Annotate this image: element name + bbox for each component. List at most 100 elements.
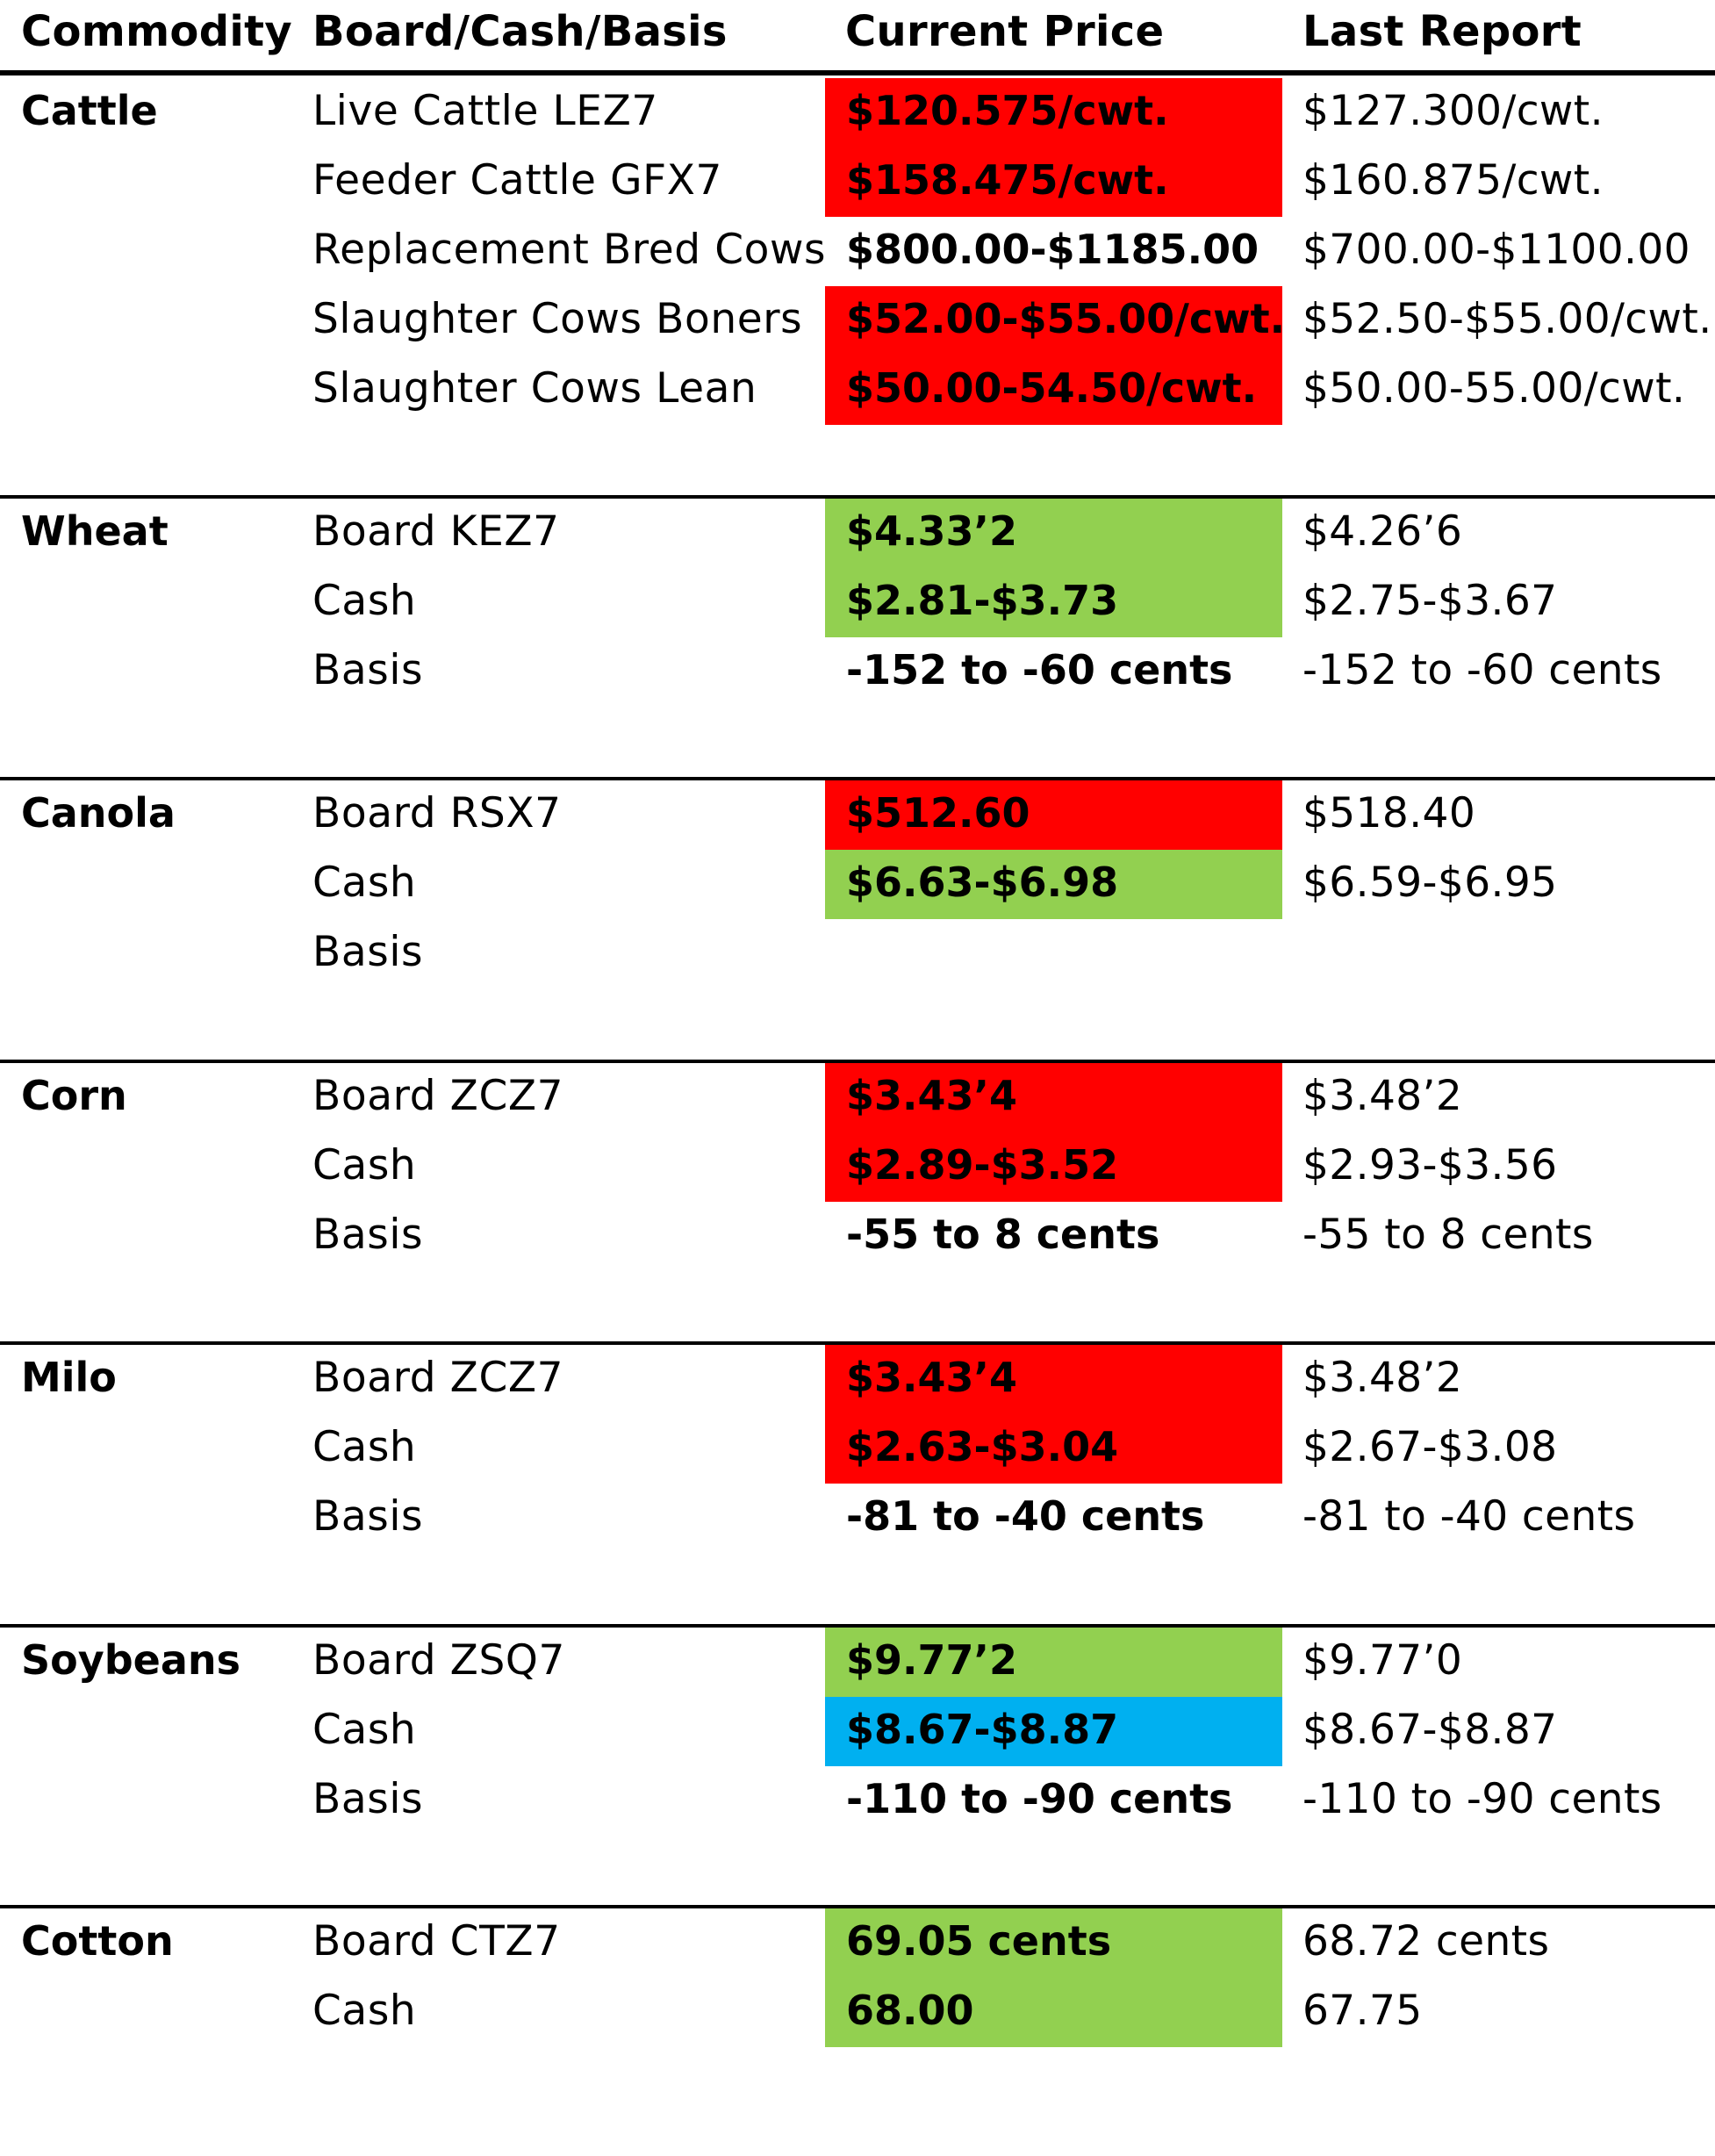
group-divider xyxy=(0,1060,1715,1063)
row-label: Board KEZ7 xyxy=(312,507,560,556)
current-price-cell: $2.63-$3.04 xyxy=(825,1414,1282,1484)
last-report-value: $160.875/cwt. xyxy=(1302,156,1604,205)
current-price-cell: -81 to -40 cents xyxy=(825,1484,1282,1553)
table-row: Basis xyxy=(0,919,1715,988)
row-label: Board RSX7 xyxy=(312,789,562,837)
current-price-value: $6.63-$6.98 xyxy=(846,859,1119,906)
current-price-cell: $2.89-$3.52 xyxy=(825,1132,1282,1202)
table-row: Cash $8.67-$8.87 $8.67-$8.87 xyxy=(0,1697,1715,1766)
table-row: Cash $2.81-$3.73 $2.75-$3.67 xyxy=(0,568,1715,637)
row-label: Cash xyxy=(312,1706,417,1754)
row-label: Basis xyxy=(312,1775,424,1823)
current-price-cell: $158.475/cwt. xyxy=(825,147,1282,217)
current-price-value: $8.67-$8.87 xyxy=(846,1706,1119,1753)
table-row: Board KEZ7 $4.33’2 $4.26’6 xyxy=(0,499,1715,568)
commodity-name: Canola xyxy=(21,789,176,837)
last-report-value: $3.48’2 xyxy=(1302,1072,1463,1120)
last-report-value: -110 to -90 cents xyxy=(1302,1775,1662,1823)
table-row: Cash $2.89-$3.52 $2.93-$3.56 xyxy=(0,1132,1715,1202)
last-report-value: $700.00-$1100.00 xyxy=(1302,226,1690,274)
current-price-cell: $52.00-$55.00/cwt. xyxy=(825,286,1285,356)
current-price-value: -110 to -90 cents xyxy=(846,1775,1233,1822)
table-row: Feeder Cattle GFX7 $158.475/cwt. $160.875/… xyxy=(0,147,1715,217)
last-report-value: -81 to -40 cents xyxy=(1302,1492,1636,1541)
last-report-value: $50.00-55.00/cwt. xyxy=(1302,364,1686,413)
row-label: Basis xyxy=(312,646,424,694)
current-price-cell: -55 to 8 cents xyxy=(825,1202,1282,1271)
commodity-name: Soybeans xyxy=(21,1636,241,1684)
row-label: Basis xyxy=(312,1211,424,1259)
last-report-value: $9.77’0 xyxy=(1302,1636,1463,1685)
table-row: Cash $2.63-$3.04 $2.67-$3.08 xyxy=(0,1414,1715,1484)
table-row: Basis -110 to -90 cents -110 to -90 cents xyxy=(0,1766,1715,1836)
current-price-cell: -152 to -60 cents xyxy=(825,637,1282,707)
current-price-cell: $512.60 xyxy=(825,780,1282,850)
table-row: Basis -81 to -40 cents -81 to -40 cents xyxy=(0,1484,1715,1553)
current-price-cell: $120.575/cwt. xyxy=(825,78,1282,147)
current-price-cell: $3.43’4 xyxy=(825,1345,1282,1414)
commodity-name: Cattle xyxy=(21,87,158,134)
current-price-value: $4.33’2 xyxy=(846,507,1017,555)
table-row: Board RSX7 $512.60 $518.40 xyxy=(0,780,1715,850)
table-row: Board ZCZ7 $3.43’4 $3.48’2 xyxy=(0,1345,1715,1414)
header-divider xyxy=(0,70,1715,75)
last-report-value: $8.67-$8.87 xyxy=(1302,1706,1558,1754)
row-label: Board ZCZ7 xyxy=(312,1354,564,1402)
table-row: Cash $6.63-$6.98 $6.59-$6.95 xyxy=(0,850,1715,919)
last-report-value: $127.300/cwt. xyxy=(1302,87,1604,135)
current-price-cell: $50.00-54.50/cwt. xyxy=(825,356,1282,425)
row-label: Cash xyxy=(312,577,417,625)
group-divider xyxy=(0,777,1715,780)
current-price-cell: $3.43’4 xyxy=(825,1063,1282,1132)
current-price-value: 69.05 cents xyxy=(846,1917,1112,1965)
row-label: Cash xyxy=(312,1987,417,2035)
table-header: Commodity Board/Cash/Basis Current Price… xyxy=(0,0,1715,70)
row-label: Cash xyxy=(312,1423,417,1471)
group-divider xyxy=(0,1624,1715,1628)
current-price-cell: $4.33’2 xyxy=(825,499,1282,568)
table-row: Slaughter Cows Lean $50.00-54.50/cwt. $50.… xyxy=(0,356,1715,425)
current-price-value: -152 to -60 cents xyxy=(846,646,1233,694)
current-price-value: $50.00-54.50/cwt. xyxy=(846,364,1258,412)
current-price-value: -55 to 8 cents xyxy=(846,1211,1160,1258)
last-report-value: -152 to -60 cents xyxy=(1302,646,1662,694)
current-price-cell: $8.67-$8.87 xyxy=(825,1697,1282,1766)
current-price-value: $2.63-$3.04 xyxy=(846,1423,1119,1470)
row-label: Replacement Bred Cows xyxy=(312,226,827,274)
table-row: Basis -55 to 8 cents -55 to 8 cents xyxy=(0,1202,1715,1271)
row-label: Board ZSQ7 xyxy=(312,1636,565,1685)
last-report-value: 68.72 cents xyxy=(1302,1917,1550,1966)
current-price-value: $120.575/cwt. xyxy=(846,87,1169,134)
commodity-name: Wheat xyxy=(21,507,169,555)
last-report-value: -55 to 8 cents xyxy=(1302,1211,1594,1259)
row-label: Slaughter Cows Lean xyxy=(312,364,757,413)
current-price-value: $2.89-$3.52 xyxy=(846,1141,1119,1189)
current-price-cell: $6.63-$6.98 xyxy=(825,850,1282,919)
table-row: Board ZCZ7 $3.43’4 $3.48’2 xyxy=(0,1063,1715,1132)
current-price-value: $800.00-$1185.00 xyxy=(846,226,1259,273)
commodity-name: Cotton xyxy=(21,1917,174,1965)
group-divider xyxy=(0,1341,1715,1345)
group-divider xyxy=(0,1905,1715,1908)
table-row: Replacement Bred Cows $800.00-$1185.00 $70… xyxy=(0,217,1715,286)
last-report-value: $518.40 xyxy=(1302,789,1476,837)
last-report-value: $52.50-$55.00/cwt. xyxy=(1302,295,1712,343)
last-report-value: 67.75 xyxy=(1302,1987,1423,2035)
row-label: Slaughter Cows Boners xyxy=(312,295,803,343)
table-row: Basis -152 to -60 cents -152 to -60 cents xyxy=(0,637,1715,707)
table-row: Live Cattle LEZ7 $120.575/cwt. $127.300/cw… xyxy=(0,78,1715,147)
table-row: Board CTZ7 69.05 cents 68.72 cents xyxy=(0,1908,1715,1978)
row-label: Live Cattle LEZ7 xyxy=(312,87,658,135)
current-price-cell: 68.00 xyxy=(825,1978,1282,2047)
current-price-value: $512.60 xyxy=(846,789,1030,837)
row-label: Board CTZ7 xyxy=(312,1917,561,1966)
table-row: Slaughter Cows Boners $52.00-$55.00/cwt. $… xyxy=(0,286,1715,356)
group-divider xyxy=(0,495,1715,499)
current-price-value: $9.77’2 xyxy=(846,1636,1017,1684)
header-commodity: Commodity xyxy=(21,7,292,56)
row-label: Cash xyxy=(312,859,417,907)
current-price-value: $3.43’4 xyxy=(846,1072,1017,1119)
header-last-report: Last Report xyxy=(1302,7,1582,56)
last-report-value: $6.59-$6.95 xyxy=(1302,859,1558,907)
current-price-value: $2.81-$3.73 xyxy=(846,577,1119,624)
